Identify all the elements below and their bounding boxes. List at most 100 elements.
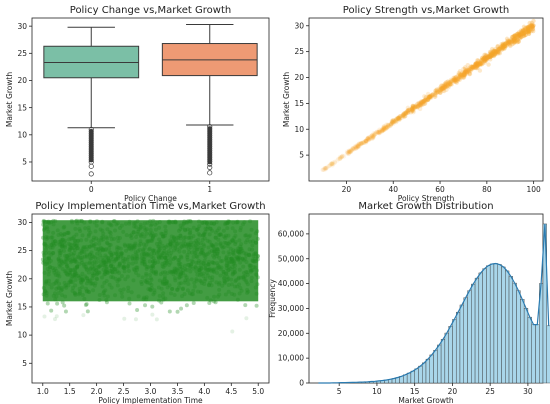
box-0 <box>43 26 140 177</box>
scatter-point <box>226 289 231 294</box>
scatter-point <box>104 269 109 274</box>
scatter-point <box>241 258 246 263</box>
scatter-point <box>462 70 467 75</box>
scatter-point <box>163 281 168 286</box>
scatter-point <box>424 98 429 103</box>
scatter-point <box>460 74 465 80</box>
scatter-point <box>197 233 202 238</box>
scatter-point <box>497 51 503 56</box>
histogram-bar <box>418 365 423 384</box>
scatter-point <box>412 104 418 109</box>
scatter-point <box>211 253 216 258</box>
scatter-point <box>225 220 230 225</box>
scatter-point <box>83 264 88 269</box>
scatter-point <box>185 257 190 262</box>
scatter-point <box>86 228 91 233</box>
scatter-point <box>457 77 462 82</box>
scatter-point <box>447 82 453 87</box>
scatter-point <box>178 266 183 271</box>
scatter-point <box>394 116 399 122</box>
scatter-point <box>389 122 394 127</box>
scatter-point <box>502 44 507 50</box>
scatter-point <box>445 82 451 87</box>
scatter-point <box>481 56 486 61</box>
scatter-point <box>177 249 182 254</box>
scatter-point <box>207 250 212 255</box>
scatter-point <box>194 278 199 283</box>
scatter-point <box>88 219 93 224</box>
scatter-point <box>163 255 168 260</box>
scatter-point <box>113 258 118 263</box>
scatter-point <box>168 242 173 247</box>
scatter-point <box>104 279 109 284</box>
scatter-point <box>171 256 176 261</box>
scatter-point <box>423 94 429 100</box>
scatter-point <box>515 31 520 36</box>
scatter-point <box>74 232 79 237</box>
scatter-point <box>236 256 241 261</box>
scatter-point <box>88 278 93 283</box>
y-tick-label: 20 <box>17 76 27 85</box>
scatter-point <box>179 274 184 279</box>
scatter-point <box>87 279 92 284</box>
scatter-point <box>217 280 222 285</box>
scatter-point <box>73 239 78 244</box>
scatter-point <box>120 265 125 270</box>
scatter-point <box>237 250 242 255</box>
scatter-point <box>514 34 519 40</box>
scatter-point <box>91 281 96 286</box>
scatter-point <box>521 31 526 36</box>
scatter-point <box>102 260 107 265</box>
scatter-point <box>512 33 517 38</box>
scatter-point <box>516 32 522 38</box>
scatter-point <box>483 56 489 61</box>
scatter-point <box>55 273 60 278</box>
scatter-point <box>51 293 56 298</box>
scatter-point <box>426 94 432 100</box>
scatter-point <box>87 261 92 266</box>
y-tick-label: 30 <box>17 22 27 31</box>
scatter-point <box>238 286 243 291</box>
scatter-point <box>212 249 217 254</box>
scatter-point <box>134 265 139 270</box>
scatter-point <box>58 263 63 268</box>
scatter-point <box>81 246 86 251</box>
scatter-point <box>229 282 234 287</box>
scatter-point <box>382 126 387 131</box>
scatter-point <box>144 266 149 271</box>
scatter-point <box>473 62 478 67</box>
scatter-point <box>381 127 387 133</box>
scatter-point <box>241 270 246 275</box>
scatter-point <box>142 259 147 264</box>
scatter-point <box>187 262 192 267</box>
scatter-point <box>71 285 76 290</box>
scatter-point <box>97 241 102 246</box>
scatter-point <box>517 32 523 37</box>
scatter-point <box>478 60 483 65</box>
scatter-point <box>476 61 482 66</box>
scatter-point <box>403 110 408 115</box>
scatter-point <box>234 220 239 225</box>
scatter-point <box>382 126 388 131</box>
scatter-point <box>185 255 190 260</box>
scatter-point <box>211 221 216 226</box>
scatter-point <box>96 247 101 252</box>
scatter-point <box>80 260 85 265</box>
scatter-point <box>138 241 143 246</box>
scatter-point <box>387 124 392 129</box>
histogram-bars <box>331 223 550 384</box>
scatter-point <box>441 86 447 91</box>
scatter-point <box>72 271 77 276</box>
scatter-point <box>109 285 114 290</box>
scatter-point <box>113 270 118 275</box>
scatter-point <box>479 55 485 61</box>
x-axis-label: Market Growth <box>398 396 454 404</box>
scatter-point <box>241 274 246 279</box>
scatter-point <box>197 278 202 283</box>
scatter-point <box>483 56 488 62</box>
scatter-point <box>513 33 519 39</box>
scatter-point <box>409 107 414 112</box>
scatter-point <box>71 253 76 258</box>
scatter-point <box>255 236 260 241</box>
scatter-point <box>59 248 64 253</box>
